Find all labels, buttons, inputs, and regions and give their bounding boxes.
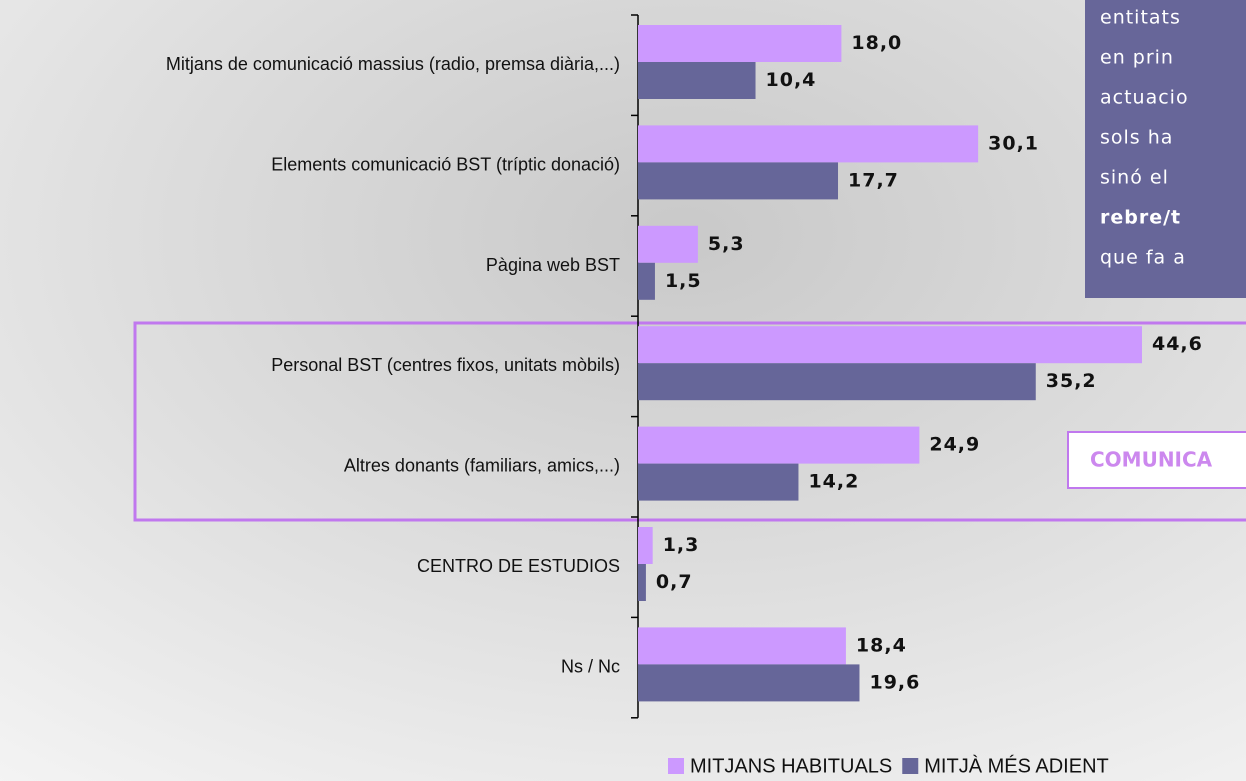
value-label: 44,6 xyxy=(1152,333,1203,355)
legend-label: MITJÀ MÉS ADIENT xyxy=(924,754,1108,777)
bar xyxy=(638,464,798,501)
legend-swatch xyxy=(668,758,684,774)
category-label: Personal BST (centres fixos, unitats mòb… xyxy=(271,355,620,375)
value-label: 1,5 xyxy=(665,270,702,292)
value-label: 14,2 xyxy=(808,471,859,493)
bar xyxy=(638,664,859,701)
bar xyxy=(638,263,655,300)
bar xyxy=(638,226,698,263)
legend-swatch xyxy=(902,758,918,774)
annotation-line: sinó el xyxy=(1100,167,1169,189)
value-label: 18,4 xyxy=(856,634,907,656)
value-label: 35,2 xyxy=(1046,370,1097,392)
bar xyxy=(638,527,653,564)
annotation-line: entitats xyxy=(1100,7,1181,29)
category-label: Pàgina web BST xyxy=(486,255,620,275)
bar xyxy=(638,363,1036,400)
value-label: 10,4 xyxy=(766,69,817,91)
value-label: 5,3 xyxy=(708,233,745,255)
bar xyxy=(638,627,846,664)
value-label: 30,1 xyxy=(988,132,1039,154)
value-label: 17,7 xyxy=(848,169,899,191)
annotation-line: rebre/t xyxy=(1100,207,1181,229)
value-label: 19,6 xyxy=(869,671,920,693)
bar xyxy=(638,326,1142,363)
annotation-line: que fa a xyxy=(1100,247,1186,269)
category-label: Mitjans de comunicació massius (radio, p… xyxy=(166,54,620,74)
category-label: CENTRO DE ESTUDIOS xyxy=(417,556,620,576)
legend-label: MITJANS HABITUALS xyxy=(690,755,892,777)
value-label: 18,0 xyxy=(851,32,902,54)
category-label: Ns / Nc xyxy=(561,656,620,676)
bar xyxy=(638,427,919,464)
value-label: 1,3 xyxy=(663,534,700,556)
bar xyxy=(638,125,978,162)
value-label: 0,7 xyxy=(656,571,693,593)
value-label: 24,9 xyxy=(929,434,980,456)
annotation-line: sols ha xyxy=(1100,127,1173,149)
page: COMUNICA entitats en prin actuacio sols ha s… xyxy=(0,0,1246,781)
bar xyxy=(638,25,841,62)
bar xyxy=(638,62,756,99)
bar xyxy=(638,564,646,601)
callout: COMUNICA xyxy=(1090,448,1213,472)
category-label: Elements comunicació BST (tríptic donaci… xyxy=(271,154,620,174)
chart: COMUNICA entitats en prin actuacio sols ha s… xyxy=(0,0,1246,781)
bar xyxy=(638,162,838,199)
category-label: Altres donants (familiars, amics,...) xyxy=(344,456,620,476)
annotation-line: actuacio xyxy=(1100,87,1189,109)
annotation-line: en prin xyxy=(1100,47,1174,69)
